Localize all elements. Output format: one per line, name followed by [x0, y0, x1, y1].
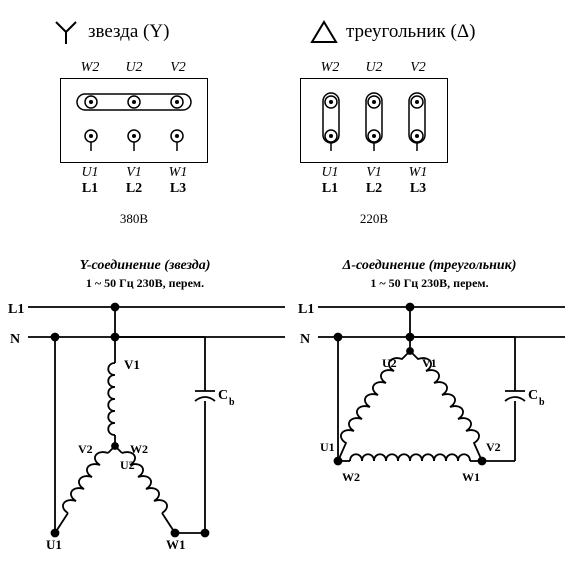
delta-title: треугольник (Δ) [346, 21, 475, 43]
lbl: W1 [462, 470, 480, 484]
label: W2 [318, 60, 342, 76]
star-voltage: 380В [120, 211, 148, 227]
lbl: V1 [422, 356, 437, 370]
lbl: b [229, 397, 235, 408]
label: L3 [166, 181, 190, 197]
y-circuit: Y-соединение (звезда) 1 ~ 50 Гц 230В, пе… [0, 258, 290, 556]
label: V2 [166, 60, 190, 76]
label: V1 [362, 165, 386, 181]
lbl: b [539, 397, 545, 408]
delta-box [300, 78, 448, 163]
star-terminal-block: W2 U2 V2 [60, 60, 208, 227]
header-delta: треугольник (Δ) [310, 20, 475, 44]
delta-line-labels: L1 L2 L3 [318, 181, 430, 197]
delta-bottom-labels: U1 V1 W1 [318, 165, 430, 181]
delta-top-labels: W2 U2 V2 [318, 60, 430, 76]
d-circuit-title: Δ-соединение (треугольник) [290, 258, 569, 274]
lbl: V2 [78, 442, 93, 456]
lbl: L1 [298, 302, 314, 317]
lbl: N [300, 332, 310, 347]
y-circuit-svg: L1 N V1 V2 U2 W2 U1 W1 C b [0, 291, 290, 551]
label: W1 [406, 165, 430, 181]
lbl: U2 [382, 356, 397, 370]
star-box [60, 78, 208, 163]
d-circuit-svg: L1 N U2 V1 U1 V2 W2 W1 C b [290, 291, 569, 551]
star-line-labels: L1 L2 L3 [78, 181, 190, 197]
y-circuit-title: Y-соединение (звезда) [0, 258, 290, 274]
y-circuit-supply: 1 ~ 50 Гц 230В, перем. [0, 276, 290, 291]
header-star: звезда (Y) [52, 20, 169, 44]
star-top-labels: W2 U2 V2 [78, 60, 190, 76]
lbl: V2 [486, 440, 501, 454]
d-circuit-supply: 1 ~ 50 Гц 230В, перем. [290, 276, 569, 291]
label: L2 [122, 181, 146, 197]
label: W1 [166, 165, 190, 181]
star-title: звезда (Y) [88, 21, 169, 43]
label: U1 [318, 165, 342, 181]
label: U1 [78, 165, 102, 181]
lbl: N [10, 332, 20, 347]
label: V1 [122, 165, 146, 181]
lbl: W2 [130, 442, 148, 456]
lbl: W2 [342, 470, 360, 484]
star-icon [52, 20, 80, 44]
delta-icon [310, 20, 338, 44]
lbl: C [528, 388, 538, 403]
label: L1 [318, 181, 342, 197]
label: U2 [122, 60, 146, 76]
delta-terminal-block: W2 U2 V2 [300, 60, 448, 227]
lbl: U2 [120, 458, 135, 472]
label: W2 [78, 60, 102, 76]
lbl: W1 [166, 537, 186, 551]
delta-voltage: 220В [360, 211, 388, 227]
label: L1 [78, 181, 102, 197]
label: U2 [362, 60, 386, 76]
delta-terminal-svg [311, 85, 437, 151]
lbl: C [218, 388, 228, 403]
lbl: V1 [124, 357, 140, 372]
label: L3 [406, 181, 430, 197]
lbl: U1 [46, 537, 62, 551]
lbl: L1 [8, 302, 24, 317]
label: V2 [406, 60, 430, 76]
lbl: U1 [320, 440, 335, 454]
d-circuit: Δ-соединение (треугольник) 1 ~ 50 Гц 230… [290, 258, 569, 556]
label: L2 [362, 181, 386, 197]
star-terminal-svg [71, 85, 197, 151]
star-bottom-labels: U1 V1 W1 [78, 165, 190, 181]
